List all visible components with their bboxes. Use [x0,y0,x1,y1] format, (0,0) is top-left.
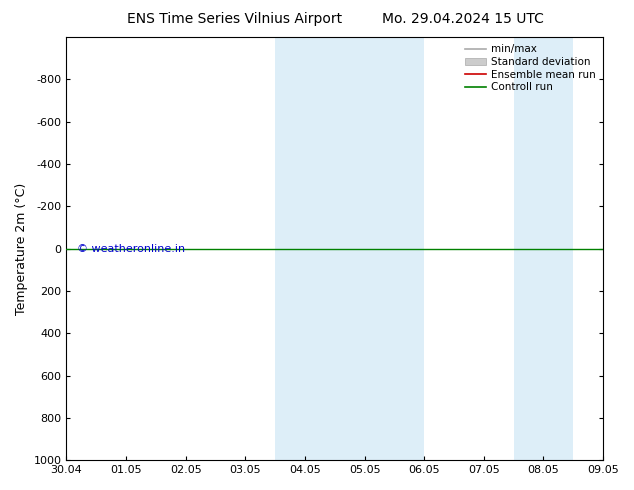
Text: © weatheronline.in: © weatheronline.in [77,245,185,254]
Bar [365,37,424,460]
Text: Mo. 29.04.2024 15 UTC: Mo. 29.04.2024 15 UTC [382,12,544,26]
Bar [305,37,365,460]
Bar [275,37,305,460]
Legend: min/max, Standard deviation, Ensemble mean run, Controll run: min/max, Standard deviation, Ensemble me… [463,42,598,94]
Y-axis label: Temperature 2m (°C): Temperature 2m (°C) [15,182,28,315]
Text: ENS Time Series Vilnius Airport: ENS Time Series Vilnius Airport [127,12,342,26]
Bar [514,37,573,460]
